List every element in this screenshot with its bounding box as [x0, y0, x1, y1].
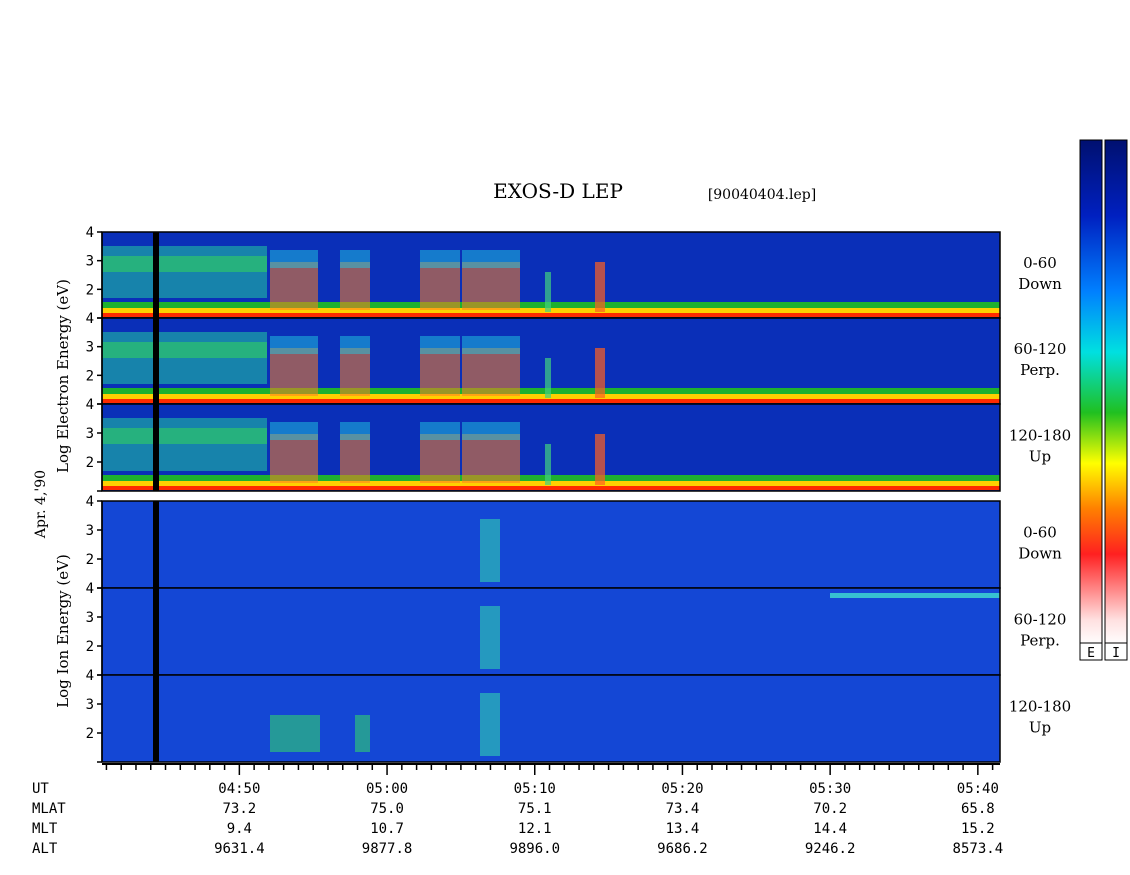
x-row-value: 8573.4: [953, 841, 1004, 857]
x-row-value: 73.2: [222, 801, 256, 817]
x-row-value: 05:30: [809, 781, 851, 797]
x-row-value: 13.4: [666, 821, 700, 837]
y-tick-label: 3: [86, 610, 94, 626]
direction-label: Up: [1029, 719, 1051, 737]
y-tick-label: 4: [86, 494, 94, 510]
pitch-range-label: 60-120: [1014, 340, 1067, 358]
y-tick-label: 3: [86, 697, 94, 713]
x-row-value: 14.4: [813, 821, 847, 837]
file-label: [90040404.lep]: [708, 187, 816, 203]
electron-y-label: Log Electron Energy (eV): [54, 279, 72, 473]
row-name-alt: ALT: [32, 841, 58, 857]
x-row-value: 9877.8: [362, 841, 413, 857]
x-row-value: 05:20: [661, 781, 703, 797]
spectrogram-panel-4: [101, 500, 1001, 589]
y-tick-label: 2: [86, 368, 94, 384]
x-row-value: 9686.2: [657, 841, 708, 857]
spectrogram-panel-2: [101, 317, 1001, 405]
y-tick-label: 2: [86, 552, 94, 568]
direction-label: Down: [1018, 275, 1062, 293]
spectrogram-panel-3: [101, 403, 1001, 492]
x-row-value: 04:50: [218, 781, 260, 797]
spectrogram-panel-5: [101, 587, 1001, 676]
y-tick-label: 4: [86, 397, 94, 413]
ion-y-label: Log Ion Energy (eV): [54, 554, 72, 708]
colorbar-electron: E: [1079, 139, 1103, 661]
direction-label: Perp.: [1020, 361, 1060, 379]
x-row-value: 15.2: [961, 821, 995, 837]
pitch-range-label: 0-60: [1023, 254, 1057, 272]
y-tick-label: 4: [86, 225, 94, 241]
x-row-value: 05:10: [514, 781, 556, 797]
x-row-value: 65.8: [961, 801, 995, 817]
y-tick-label: 2: [86, 639, 94, 655]
y-tick-label: 3: [86, 340, 94, 356]
colorbar-label-e: E: [1087, 646, 1095, 661]
x-row-value: 9896.0: [509, 841, 560, 857]
row-name-mlat: MLAT: [32, 801, 66, 817]
x-row-value: 9.4: [227, 821, 252, 837]
x-row-value: 12.1: [518, 821, 552, 837]
x-row-value: 70.2: [813, 801, 847, 817]
colorbar-label-i: I: [1112, 646, 1120, 661]
x-row-value: 75.0: [370, 801, 404, 817]
y-tick-label: 2: [86, 282, 94, 298]
pitch-range-label: 120-180: [1009, 427, 1071, 445]
x-row-value: 05:00: [366, 781, 408, 797]
chart-title: EXOS-D LEP: [493, 179, 623, 203]
y-tick-label: 3: [86, 254, 94, 270]
x-row-value: 9246.2: [805, 841, 856, 857]
y-tick-label: 3: [86, 426, 94, 442]
direction-label: Perp.: [1020, 632, 1060, 650]
y-tick-label: 4: [86, 668, 94, 684]
y-tick-label: 4: [86, 581, 94, 597]
row-name-mlt: MLT: [32, 821, 58, 837]
x-row-value: 73.4: [666, 801, 700, 817]
date-label: Apr. 4,'90: [33, 470, 49, 539]
spectrogram-panel-6: [101, 674, 1001, 763]
spectrogram-panel-1: [101, 231, 1001, 319]
pitch-range-label: 60-120: [1014, 611, 1067, 629]
y-tick-label: 2: [86, 726, 94, 742]
y-tick-label: 3: [86, 523, 94, 539]
direction-label: Up: [1029, 448, 1051, 466]
x-row-value: 10.7: [370, 821, 404, 837]
row-name-ut: UT: [32, 781, 49, 797]
colorbar-ion: I: [1104, 139, 1128, 661]
y-tick-label: 2: [86, 455, 94, 471]
x-row-value: 75.1: [518, 801, 552, 817]
pitch-range-label: 120-180: [1009, 698, 1071, 716]
direction-label: Down: [1018, 545, 1062, 563]
x-row-value: 05:40: [957, 781, 999, 797]
y-tick-label: 4: [86, 311, 94, 327]
x-row-value: 9631.4: [214, 841, 265, 857]
pitch-range-label: 0-60: [1023, 524, 1057, 542]
